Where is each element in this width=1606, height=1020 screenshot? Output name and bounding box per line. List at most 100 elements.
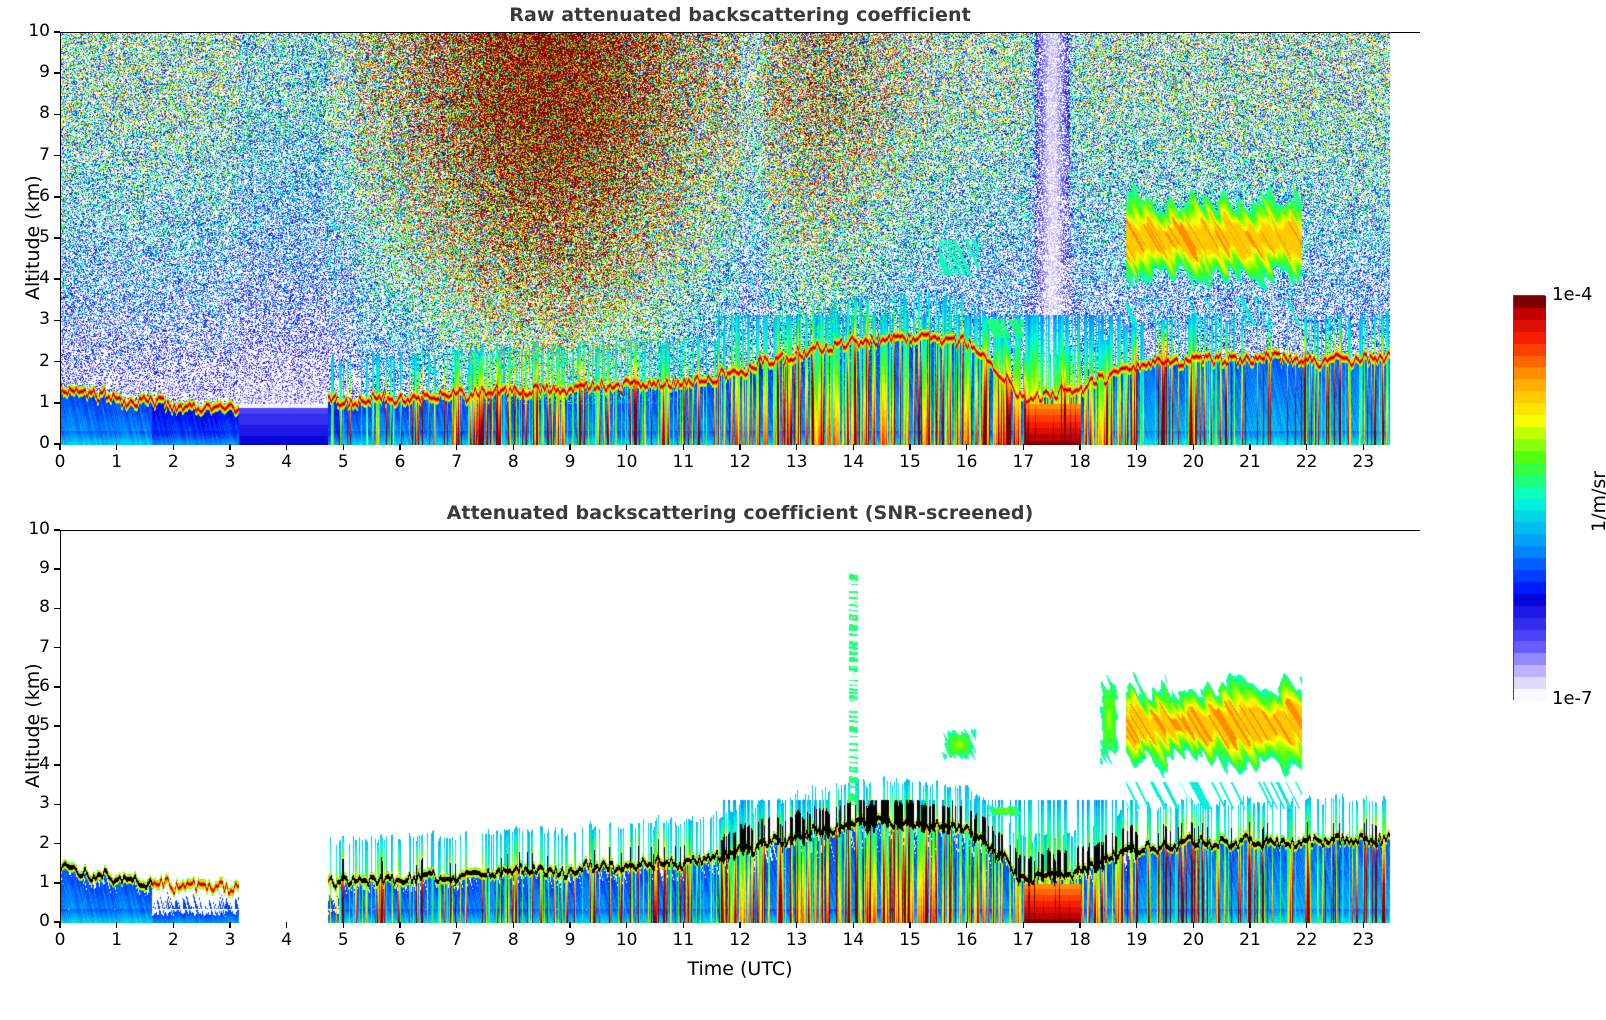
x-tick-mark — [625, 444, 628, 450]
x-tick-label: 20 — [1182, 930, 1205, 950]
panel-snr-screened-backscatter: Attenuated backscattering coefficient (S… — [0, 498, 1606, 1020]
panel-raw-backscatter: Raw attenuated backscattering coefficien… — [0, 0, 1606, 480]
y-tick-label: 7 — [39, 144, 50, 165]
y-tick-label: 6 — [39, 185, 50, 206]
x-tick-label: 20 — [1182, 452, 1205, 472]
y-tick-mark — [54, 237, 60, 239]
y-tick-label: 1 — [39, 391, 50, 412]
y-tick-label: 10 — [28, 519, 50, 539]
x-tick-mark — [172, 922, 175, 928]
x-tick-mark — [512, 444, 515, 450]
y-tick-mark — [54, 803, 60, 806]
x-tick-label: 3 — [224, 452, 236, 472]
y-axis-label-snr-screened: Altitude (km) — [22, 663, 44, 788]
y-tick-label: 3 — [39, 309, 50, 330]
y-tick-mark — [54, 686, 60, 688]
x-tick-mark — [229, 444, 231, 450]
plot-area-raw — [60, 32, 1421, 445]
x-tick-mark — [399, 444, 401, 450]
x-tick-mark — [229, 922, 231, 928]
x-tick-mark — [59, 444, 61, 450]
x-tick-mark — [1022, 444, 1025, 450]
x-tick-mark — [1192, 922, 1195, 928]
x-tick-label: 21 — [1239, 930, 1261, 950]
x-axis-label-time: Time (UTC) — [687, 958, 793, 980]
y-tick-label: 2 — [39, 832, 50, 853]
x-tick-mark — [455, 922, 458, 928]
y-tick-mark — [54, 278, 60, 280]
x-tick-label: 18 — [1069, 452, 1091, 472]
x-tick-label: 11 — [672, 452, 695, 472]
y-tick-mark — [54, 607, 60, 610]
panel-title-snr-screened: Attenuated backscattering coefficient (S… — [446, 502, 1034, 524]
x-tick-mark — [1135, 922, 1138, 928]
y-tick-mark — [54, 31, 60, 33]
x-tick-mark — [1305, 444, 1308, 450]
x-tick-label: 3 — [224, 930, 236, 950]
x-tick-mark — [455, 444, 458, 450]
y-tick-mark — [54, 360, 60, 363]
x-tick-label: 10 — [615, 452, 638, 472]
colorbar-frame — [1513, 295, 1546, 701]
colorbar: 1e-4 1e-7 1/m/sr — [1440, 260, 1606, 730]
x-tick-label: 23 — [1352, 452, 1375, 472]
x-tick-label: 8 — [507, 452, 519, 472]
x-tick-label: 7 — [451, 452, 463, 472]
x-tick-label: 10 — [615, 930, 638, 950]
x-tick-label: 5 — [337, 930, 349, 950]
x-tick-label: 17 — [1012, 452, 1035, 472]
x-tick-mark — [1192, 444, 1195, 450]
y-tick-label: 1 — [39, 871, 50, 892]
y-tick-label: 9 — [39, 558, 50, 579]
x-tick-mark — [739, 922, 741, 928]
x-tick-mark — [682, 444, 685, 450]
x-tick-mark — [285, 444, 288, 450]
x-tick-mark — [909, 444, 911, 450]
x-tick-label: 14 — [842, 452, 865, 472]
x-tick-label: 2 — [167, 930, 179, 950]
x-tick-label: 8 — [507, 930, 519, 950]
y-tick-label: 5 — [39, 715, 50, 735]
y-tick-mark — [54, 72, 60, 74]
heatmap-canvas-raw — [61, 33, 1421, 445]
y-tick-label: 0 — [39, 433, 50, 453]
colorbar-unit-label: 1/m/sr — [1588, 470, 1606, 532]
x-tick-label: 15 — [899, 452, 921, 472]
x-tick-mark — [285, 922, 288, 928]
x-tick-mark — [115, 922, 118, 928]
x-tick-mark — [852, 444, 855, 450]
x-tick-label: 21 — [1239, 452, 1261, 472]
x-tick-label: 12 — [729, 452, 751, 472]
x-tick-mark — [625, 922, 628, 928]
x-tick-mark — [1249, 922, 1251, 928]
y-tick-label: 0 — [39, 911, 50, 931]
x-tick-label: 9 — [564, 930, 576, 950]
x-tick-label: 0 — [54, 930, 66, 950]
y-tick-label: 6 — [39, 675, 50, 696]
x-tick-mark — [909, 922, 911, 928]
x-tick-mark — [1305, 922, 1308, 928]
x-tick-label: 0 — [54, 452, 66, 472]
x-tick-label: 9 — [564, 452, 576, 472]
y-tick-label: 5 — [39, 227, 50, 247]
colorbar-min-label: 1e-7 — [1552, 688, 1593, 709]
x-tick-label: 2 — [167, 452, 179, 472]
y-tick-mark — [54, 443, 60, 445]
x-tick-mark — [739, 444, 741, 450]
y-tick-label: 7 — [39, 636, 50, 657]
x-tick-label: 4 — [281, 930, 293, 950]
y-tick-mark — [54, 568, 60, 570]
x-tick-mark — [682, 922, 685, 928]
y-tick-mark — [54, 113, 60, 116]
x-tick-mark — [1362, 922, 1365, 928]
x-tick-mark — [512, 922, 515, 928]
x-tick-label: 1 — [111, 930, 123, 950]
x-tick-label: 16 — [955, 930, 978, 950]
x-tick-label: 6 — [394, 452, 406, 472]
x-tick-mark — [342, 922, 345, 928]
colorbar-gradient — [1514, 296, 1546, 701]
x-tick-label: 16 — [955, 452, 978, 472]
x-tick-label: 14 — [842, 930, 865, 950]
x-tick-mark — [1079, 922, 1081, 928]
y-tick-label: 8 — [39, 103, 50, 124]
